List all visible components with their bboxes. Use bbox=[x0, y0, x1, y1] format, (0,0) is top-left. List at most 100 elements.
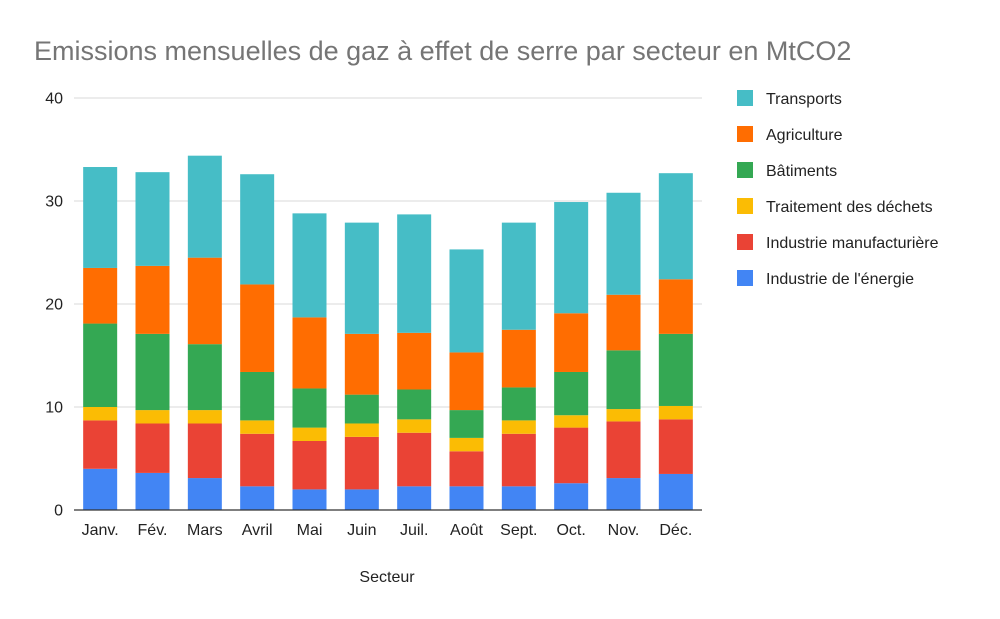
legend-label: Traitement des déchets bbox=[766, 199, 933, 216]
bar-segment bbox=[501, 387, 536, 421]
bar-segment bbox=[83, 323, 118, 407]
bar-segment bbox=[501, 433, 536, 487]
bar-segment bbox=[187, 478, 222, 510]
x-axis-ticks: Janv. Fév. Mars Avril Mai Juin Juil. Août Sept. O… bbox=[82, 522, 693, 539]
bar-segment bbox=[135, 423, 170, 473]
bar-segment bbox=[397, 486, 432, 510]
bar-segment bbox=[240, 371, 275, 421]
bar-segment bbox=[449, 352, 484, 411]
bar-segment bbox=[606, 478, 641, 510]
bar-segment bbox=[449, 486, 484, 510]
x-tick-label: Nov. bbox=[608, 522, 640, 539]
bar-segment bbox=[292, 427, 327, 441]
bar-segment bbox=[292, 388, 327, 428]
bar-segment bbox=[554, 371, 589, 416]
bar-segment bbox=[240, 420, 275, 434]
legend-swatch bbox=[737, 198, 753, 214]
bar-segment bbox=[187, 423, 222, 479]
bar-segment bbox=[501, 329, 536, 388]
bar-segment bbox=[501, 222, 536, 330]
legend-item: Industrie manufacturière bbox=[737, 234, 939, 252]
x-tick-label: Oct. bbox=[556, 522, 585, 539]
x-axis-label: Secteur bbox=[359, 569, 415, 586]
bar-segment bbox=[135, 172, 170, 266]
bar-segment bbox=[606, 409, 641, 422]
bar-stack bbox=[135, 172, 170, 510]
x-tick-label: Juil. bbox=[400, 522, 428, 539]
bar-segment bbox=[344, 436, 379, 490]
bar-segment bbox=[135, 410, 170, 424]
bar-segment bbox=[240, 486, 275, 510]
legend-swatch bbox=[737, 270, 753, 286]
x-tick-label: Juin bbox=[347, 522, 376, 539]
x-tick-label: Mars bbox=[187, 522, 223, 539]
legend-swatch bbox=[737, 162, 753, 178]
legend-swatch bbox=[737, 90, 753, 106]
bar-stack bbox=[397, 214, 432, 510]
bar-segment bbox=[658, 473, 693, 510]
bar-segment bbox=[501, 420, 536, 434]
bar-segment bbox=[135, 472, 170, 510]
bar-segment bbox=[449, 451, 484, 487]
bar-segment bbox=[83, 167, 118, 268]
bar-stack bbox=[292, 213, 327, 510]
bar-segment bbox=[83, 267, 118, 324]
bar-segment bbox=[397, 432, 432, 487]
legend-item: Traitement des déchets bbox=[737, 198, 933, 216]
bar-segment bbox=[240, 174, 275, 285]
bar-segment bbox=[344, 333, 379, 395]
bar-stack bbox=[187, 155, 222, 510]
bar-segment bbox=[606, 421, 641, 479]
bar-stack bbox=[449, 249, 484, 510]
bar-segment bbox=[292, 440, 327, 490]
bar-stack bbox=[83, 167, 118, 510]
bar-segment bbox=[135, 265, 170, 334]
bar-segment bbox=[658, 419, 693, 474]
bar-stack bbox=[501, 222, 536, 510]
bar-segment bbox=[554, 415, 589, 428]
bar-segment bbox=[606, 192, 641, 295]
bar-segment bbox=[501, 486, 536, 510]
legend-item: Agriculture bbox=[737, 126, 843, 144]
x-tick-label: Avril bbox=[242, 522, 273, 539]
legend-item: Bâtiments bbox=[737, 162, 837, 180]
bar-segment bbox=[292, 317, 327, 389]
legend-swatch bbox=[737, 234, 753, 250]
y-tick-label: 10 bbox=[45, 400, 63, 417]
y-tick-label: 30 bbox=[45, 194, 63, 211]
bar-segment bbox=[658, 333, 693, 406]
legend-swatch bbox=[737, 126, 753, 142]
y-tick-label: 40 bbox=[45, 91, 63, 108]
bar-segment bbox=[240, 284, 275, 372]
bar-segment bbox=[344, 423, 379, 437]
bar-segment bbox=[606, 294, 641, 351]
gridlines bbox=[74, 97, 702, 408]
bar-segment bbox=[135, 333, 170, 411]
bar-segment bbox=[658, 405, 693, 420]
bar-segment bbox=[449, 437, 484, 452]
bar-stack bbox=[240, 174, 275, 510]
bar-segment bbox=[344, 489, 379, 510]
y-tick-label: 0 bbox=[54, 503, 63, 520]
bar-segment bbox=[397, 419, 432, 433]
bar-segment bbox=[397, 332, 432, 390]
y-tick-label: 20 bbox=[45, 297, 63, 314]
bar-segment bbox=[240, 433, 275, 487]
x-tick-label: Déc. bbox=[659, 522, 692, 539]
x-tick-label: Fév. bbox=[138, 522, 168, 539]
bar-segment bbox=[344, 394, 379, 424]
legend-label: Agriculture bbox=[766, 127, 843, 144]
bar-segment bbox=[292, 489, 327, 510]
bar-segment bbox=[344, 222, 379, 334]
legend-label: Transports bbox=[766, 91, 842, 108]
bar-stack bbox=[344, 222, 379, 510]
legend-label: Industrie manufacturière bbox=[766, 235, 939, 252]
bar-segment bbox=[397, 389, 432, 420]
bar-segment bbox=[397, 214, 432, 333]
legend-label: Bâtiments bbox=[766, 163, 837, 180]
legend-item: Industrie de l'énergie bbox=[737, 270, 914, 288]
y-axis-ticks: 0 10 20 30 40 bbox=[45, 91, 63, 520]
bar-segment bbox=[83, 420, 118, 469]
